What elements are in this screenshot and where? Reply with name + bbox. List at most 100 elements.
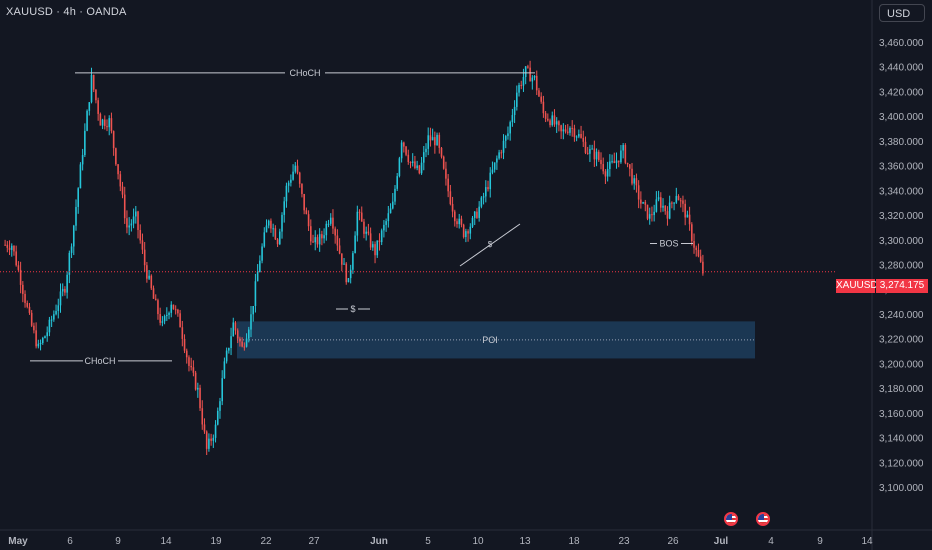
candle-body	[458, 218, 461, 225]
candle-body	[274, 228, 277, 240]
symbol-title: XAUUSD · 4h · OANDA	[6, 6, 127, 18]
candle-body	[485, 187, 487, 197]
candle-body	[24, 293, 26, 303]
candle-body	[327, 223, 330, 225]
candle-body	[562, 129, 565, 132]
y-tick-label: 3,440.000	[879, 63, 924, 74]
candle-body	[310, 226, 312, 242]
candle-body	[414, 161, 416, 169]
candle-body	[369, 233, 372, 248]
candle-body	[252, 306, 255, 315]
candle-body	[261, 246, 263, 261]
candle-body	[529, 67, 531, 82]
candle-body	[290, 179, 292, 183]
candle-body	[504, 136, 507, 141]
candle-body	[356, 211, 359, 236]
candle-body	[387, 213, 390, 222]
candle-body	[270, 220, 272, 229]
x-tick-label: 18	[568, 536, 580, 547]
candle-body	[380, 230, 383, 243]
candle-body	[653, 211, 655, 216]
candle-body	[367, 231, 370, 234]
candle-body	[236, 330, 239, 339]
candle-body	[225, 350, 228, 362]
candle-body	[609, 161, 611, 169]
candle-body	[205, 431, 208, 449]
candle-body	[247, 329, 250, 339]
candle-body	[278, 231, 281, 245]
candle-body	[396, 176, 398, 189]
y-tick-label: 3,360.000	[879, 162, 924, 173]
candle-body	[241, 341, 243, 347]
candle-body	[28, 306, 31, 313]
y-tick-label: 3,420.000	[879, 87, 924, 98]
candle-body	[334, 228, 336, 236]
candle-body	[199, 387, 201, 409]
candle-body	[560, 125, 562, 132]
candle-body	[405, 146, 407, 155]
candle-body	[88, 102, 91, 111]
candle-body	[108, 118, 111, 128]
candle-body	[190, 365, 192, 368]
candle-body	[564, 129, 567, 132]
candle-body	[542, 101, 545, 114]
price-tag-symbol: XAUUSD	[836, 279, 878, 293]
candle-body	[675, 195, 678, 203]
candle-body	[341, 253, 343, 265]
candle-body	[210, 438, 212, 441]
us-flag-icon[interactable]	[756, 512, 770, 526]
candle-body	[159, 314, 161, 323]
candle-body	[640, 199, 642, 204]
candle-body	[436, 134, 438, 146]
candle-body	[420, 162, 423, 174]
candle-body	[325, 223, 328, 236]
candle-body	[30, 312, 33, 326]
candle-body	[137, 211, 139, 231]
candle-body	[44, 336, 46, 339]
x-tick-label: 23	[618, 536, 630, 547]
candle-body	[307, 214, 310, 227]
candle-body	[84, 130, 86, 156]
candle-body	[673, 202, 675, 204]
candle-body	[152, 288, 155, 299]
candle-body	[440, 147, 443, 157]
candle-body	[489, 172, 492, 190]
currency-button[interactable]: USD	[879, 4, 925, 22]
candle-body	[139, 230, 142, 241]
candle-body	[549, 120, 551, 126]
candle-body	[644, 202, 647, 205]
candle-body	[168, 312, 170, 315]
candle-body	[682, 200, 684, 204]
candle-body	[46, 332, 48, 337]
candle-body	[39, 342, 42, 344]
candle-body	[81, 155, 84, 165]
candle-body	[584, 141, 587, 153]
candle-body	[305, 210, 308, 215]
candle-body	[569, 127, 571, 133]
trendline-liquidity	[459, 223, 521, 267]
candle-body	[345, 263, 348, 283]
candle-body	[555, 121, 558, 125]
candle-body	[575, 136, 578, 138]
candle-body	[117, 164, 119, 175]
candle-body	[482, 196, 485, 198]
candle-body	[183, 338, 186, 351]
x-tick-label: Jun	[370, 536, 388, 547]
candle-body	[671, 202, 673, 204]
candle-body	[103, 119, 106, 126]
candle-body	[434, 137, 436, 146]
candle-body	[449, 191, 452, 204]
us-flag-icon[interactable]	[724, 512, 738, 526]
candle-body	[695, 247, 698, 250]
candle-body	[593, 148, 596, 160]
candle-body	[613, 161, 616, 164]
candle-body	[154, 298, 157, 301]
candle-body	[294, 165, 297, 172]
candle-body	[544, 113, 547, 119]
candle-body	[216, 410, 219, 425]
candle-body	[329, 217, 332, 224]
candle-body	[349, 269, 352, 279]
candle-body	[8, 247, 11, 250]
